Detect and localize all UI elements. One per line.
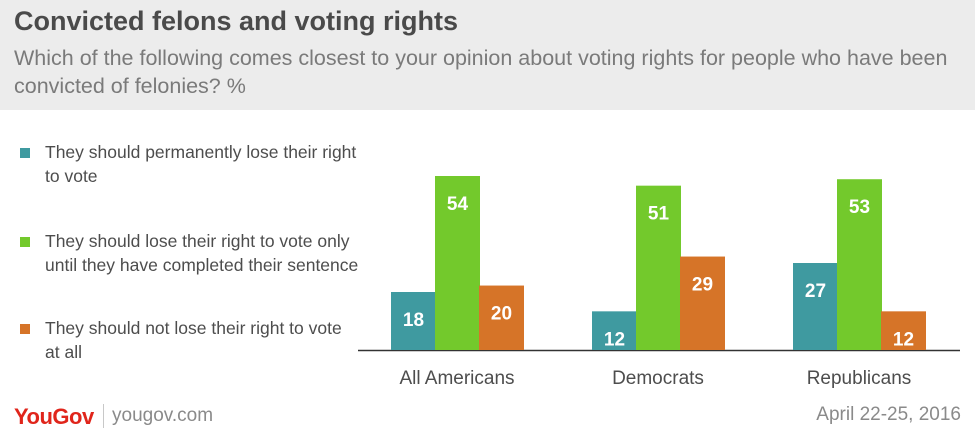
bar: [837, 179, 882, 350]
legend-label-not-lose: They should not lose their right to vote…: [45, 318, 342, 362]
bar-value-label: 27: [805, 281, 826, 302]
bar-value-label: 54: [447, 194, 469, 215]
legend-swatch-not-lose: [20, 324, 30, 334]
legend-swatch-permanent: [20, 148, 30, 158]
header-band: [0, 0, 975, 110]
legend-item-until-sentence: They should lose their right to vote onl…: [20, 229, 360, 277]
category-label: Republicans: [807, 368, 912, 389]
bar-value-label: 18: [403, 310, 424, 331]
bar-value-label: 53: [849, 197, 870, 218]
bar: [435, 176, 480, 350]
legend-label-until-sentence: They should lose their right to vote onl…: [45, 231, 359, 275]
legend-item-permanent: They should permanently lose their right…: [20, 140, 360, 188]
category-label: Democrats: [612, 368, 704, 389]
bar: [636, 185, 681, 350]
bar-value-label: 12: [604, 329, 625, 350]
chart-title: Convicted felons and voting rights: [14, 6, 459, 36]
category-label: All Americans: [399, 368, 514, 389]
legend-label-permanent: They should permanently lose their right…: [45, 142, 357, 186]
footer-url[interactable]: yougov.com: [112, 405, 214, 426]
bar-value-label: 20: [491, 304, 512, 325]
bar: [680, 256, 725, 350]
legend-item-not-lose: They should not lose their right to vote…: [20, 316, 360, 364]
yougov-logo: YouGov: [14, 404, 94, 429]
legend-swatch-until-sentence: [20, 237, 30, 247]
bar-value-label: 29: [692, 275, 713, 296]
bar: [391, 292, 436, 350]
bar-value-label: 51: [648, 204, 670, 225]
bar: [592, 311, 637, 350]
bar: [793, 263, 838, 350]
bar-value-label: 12: [893, 329, 914, 350]
chart-subtitle: Which of the following comes closest to …: [14, 46, 948, 98]
bar: [881, 311, 926, 350]
bar: [479, 285, 524, 350]
footer-date: April 22-25, 2016: [816, 404, 961, 425]
footer-divider: [103, 404, 104, 428]
